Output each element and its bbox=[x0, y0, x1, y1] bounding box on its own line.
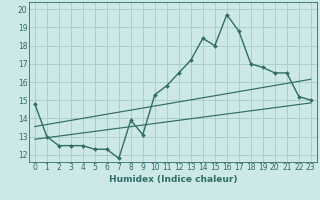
X-axis label: Humidex (Indice chaleur): Humidex (Indice chaleur) bbox=[108, 175, 237, 184]
